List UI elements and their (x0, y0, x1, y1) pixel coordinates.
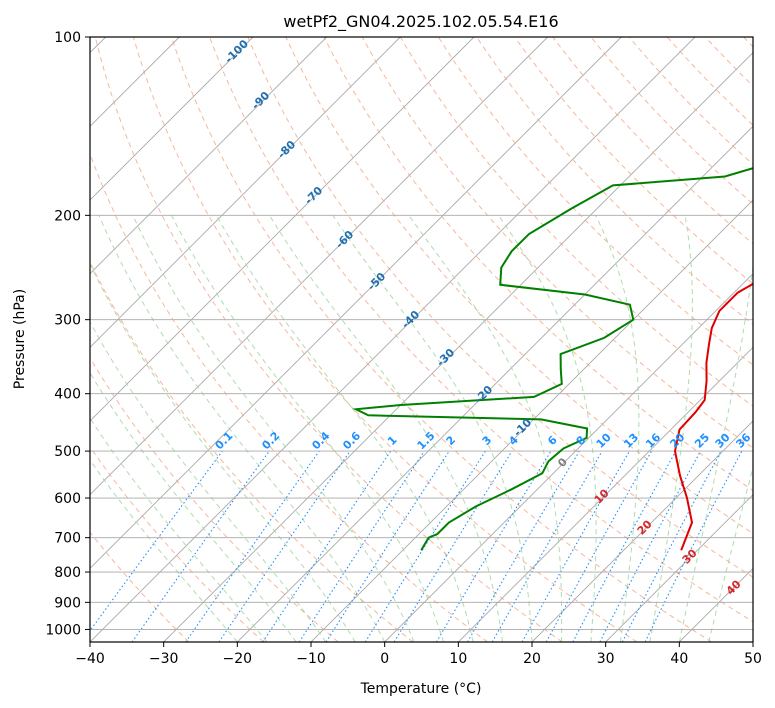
mixing-ratio-line (298, 450, 425, 642)
temperature-line (673, 282, 753, 551)
moist-adiabat-line (90, 459, 238, 642)
mixing-ratio-line (572, 450, 677, 642)
x-tick-label: −10 (296, 651, 326, 667)
moist-adiabat-line (90, 417, 268, 642)
moist-adiabat-line (408, 215, 563, 642)
moist-adiabat-line (171, 215, 445, 642)
y-tick-label: 500 (54, 444, 81, 460)
y-tick-label: 200 (54, 208, 81, 224)
moist-adiabat-line (90, 262, 356, 642)
dry-adiabat-line (90, 531, 190, 642)
mixing-ratio-line (521, 450, 630, 642)
y-axis: 100 200 300 400 500 600 700 800 900 1000 (45, 30, 90, 638)
x-tick-label: 50 (744, 651, 762, 667)
mixing-ratio-line (218, 450, 351, 642)
pressure-gridlines (90, 37, 753, 630)
isotherm-line (605, 494, 753, 642)
x-tick-label: −20 (223, 651, 253, 667)
isotherm-line (163, 52, 753, 642)
dry-adiabat-line (209, 37, 753, 623)
dry-adiabat-line (94, 37, 563, 642)
y-tick-label: 400 (54, 387, 81, 403)
sounding-series (352, 167, 753, 551)
y-tick-label: 700 (54, 531, 81, 547)
moist-adiabat-line (332, 215, 533, 642)
dry-adiabat-line (399, 37, 753, 407)
moist-adiabat-line (649, 215, 693, 642)
isotherm-line (90, 37, 696, 642)
dewpoint-line (352, 167, 753, 551)
mixing-ratio-line (545, 450, 653, 642)
plot-frame (89, 36, 754, 643)
y-tick-label: 600 (54, 491, 81, 507)
isotherm-line (90, 37, 401, 348)
isotherm-line (90, 37, 254, 201)
y-tick-label: 1000 (45, 622, 81, 638)
moist-adiabat-line (708, 465, 753, 642)
plot-area: -100-90-80-70-60-50-40-30-20-100.1 0.2 0.4… (90, 37, 753, 642)
x-tick-label: 0 (380, 651, 389, 667)
isotherm-line (384, 273, 753, 642)
mixing-ratio-line (131, 450, 270, 642)
mixing-ratio-lines (90, 450, 743, 642)
dry-adiabat-line (90, 260, 414, 642)
isotherm-lines (90, 37, 753, 642)
y-tick-label: 900 (54, 595, 81, 611)
x-tick-label: 30 (597, 651, 615, 667)
moist-adiabat-lines (90, 215, 753, 642)
moist-adiabat-line (90, 371, 297, 642)
dry-adiabat-line (132, 37, 638, 642)
isotherm-line (90, 37, 622, 569)
y-tick-label: 300 (54, 313, 81, 329)
y-axis-label: Pressure (hPa) (12, 289, 28, 389)
mixing-ratio-line (393, 450, 513, 642)
dry-adiabat-line (247, 37, 753, 578)
x-tick-label: −40 (75, 651, 105, 667)
x-tick-label: 40 (670, 651, 688, 667)
isotherm-line (237, 125, 753, 642)
x-axis: −40 −30 −20 −10 0 10 20 30 40 50 (75, 642, 762, 667)
moist-adiabat-line (90, 321, 327, 642)
mixing-ratio-line (644, 450, 743, 642)
x-tick-label: 10 (449, 651, 467, 667)
x-tick-label: 20 (523, 651, 541, 667)
mixing-ratio-line (262, 450, 392, 642)
dry-adiabat-line (361, 37, 753, 449)
moist-adiabat-line (595, 215, 640, 642)
isotherm-line (90, 37, 548, 496)
isotherm-line (531, 420, 753, 642)
isotherm-line (90, 37, 475, 422)
mixing-ratio-line (185, 450, 320, 642)
moist-adiabat-line (678, 263, 753, 642)
dry-adiabat-line (171, 37, 712, 642)
mixing-ratio-line (325, 450, 450, 642)
moist-adiabat-line (216, 215, 474, 642)
moist-adiabat-line (132, 215, 415, 642)
y-tick-label: 800 (54, 565, 81, 581)
mixing-ratio-line (90, 450, 223, 632)
x-tick-label: −30 (149, 651, 179, 667)
dry-adiabat-line (514, 37, 753, 285)
y-tick-label: 100 (54, 30, 81, 46)
chart-title: wetPf2_GN04.2025.102.05.54.E16 (283, 12, 558, 32)
dry-adiabat-lines (90, 37, 753, 642)
dry-adiabat-line (90, 356, 339, 642)
dry-adiabat-line (90, 446, 264, 642)
isotherm-line (90, 37, 327, 275)
isotherm-line (458, 346, 753, 642)
dry-adiabat-line (90, 152, 488, 642)
x-axis-label: Temperature (°C) (360, 681, 482, 697)
moist-adiabat-line (268, 215, 503, 642)
moist-adiabat-line (498, 215, 597, 642)
